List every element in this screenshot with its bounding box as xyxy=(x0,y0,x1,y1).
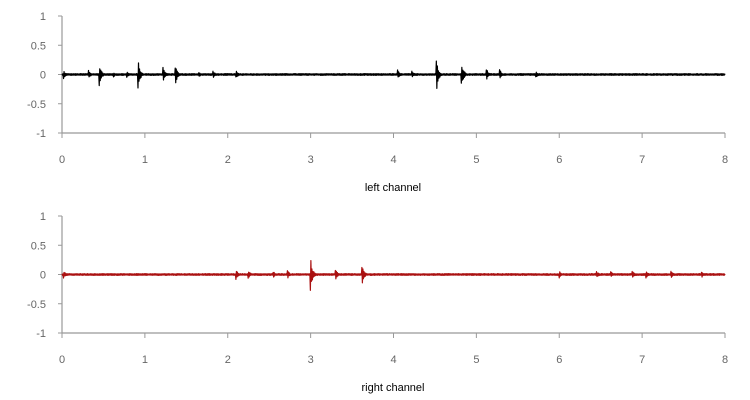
y-tick-label: 1 xyxy=(40,11,46,23)
x-tick-label: 5 xyxy=(473,154,479,166)
y-tick-label: 0 xyxy=(40,70,46,82)
x-axis-title: right channel xyxy=(362,382,425,394)
y-ticks: 1 0.5 0 -0.5 -1 xyxy=(27,211,62,340)
x-tick-label: 0 xyxy=(59,354,65,366)
x-tick-label: 3 xyxy=(308,354,314,366)
x-tick-label: 4 xyxy=(390,154,396,166)
x-tick-label: 3 xyxy=(308,154,314,166)
y-tick-label: 0.5 xyxy=(31,40,46,52)
x-ticks: 0 1 2 3 4 5 6 7 8 xyxy=(59,133,728,166)
y-tick-label: 0 xyxy=(40,270,46,282)
x-tick-label: 2 xyxy=(225,354,231,366)
right-channel-waveform xyxy=(61,260,726,291)
y-tick-label: 1 xyxy=(40,211,46,223)
x-tick-label: 1 xyxy=(142,354,148,366)
x-tick-label: 1 xyxy=(142,154,148,166)
x-tick-label: 6 xyxy=(556,354,562,366)
x-tick-label: 2 xyxy=(225,154,231,166)
x-tick-label: 4 xyxy=(390,354,396,366)
x-tick-label: 8 xyxy=(722,154,728,166)
y-tick-label: -1 xyxy=(36,128,46,140)
y-tick-label: 0.5 xyxy=(31,240,46,252)
x-ticks: 0 1 2 3 4 5 6 7 8 xyxy=(59,333,728,366)
x-axis-title: left channel xyxy=(365,182,421,194)
x-tick-label: 5 xyxy=(473,354,479,366)
x-tick-label: 7 xyxy=(639,354,645,366)
y-tick-label: -0.5 xyxy=(27,99,46,111)
left-channel-waveform xyxy=(61,60,726,89)
y-tick-label: -1 xyxy=(36,328,46,340)
y-tick-label: -0.5 xyxy=(27,299,46,311)
left-channel-panel: 1 0.5 0 -0.5 -1 0 1 2 3 4 5 6 7 8 left channel xyxy=(27,11,728,194)
x-tick-label: 8 xyxy=(722,354,728,366)
y-ticks: 1 0.5 0 -0.5 -1 xyxy=(27,11,62,140)
x-tick-label: 0 xyxy=(59,154,65,166)
x-tick-label: 6 xyxy=(556,154,562,166)
right-channel-panel: 1 0.5 0 -0.5 -1 0 1 2 3 4 5 6 7 8 right channel xyxy=(27,211,728,394)
x-tick-label: 7 xyxy=(639,154,645,166)
